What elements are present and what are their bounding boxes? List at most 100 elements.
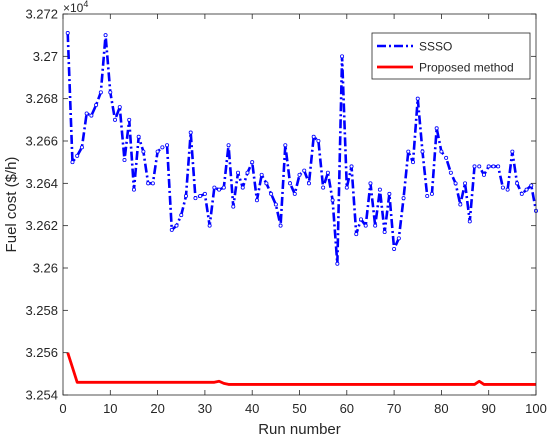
- data-point-ssso: [411, 160, 416, 165]
- data-point-ssso: [382, 230, 387, 235]
- x-tick-label: 80: [434, 401, 448, 416]
- data-point-ssso: [155, 149, 160, 154]
- y-axis-multiplier: ×104: [63, 0, 88, 15]
- data-point-ssso: [273, 202, 278, 207]
- series-line-proposed-method: [66, 352, 536, 386]
- x-tick-label: 30: [198, 401, 212, 416]
- legend-box: [371, 32, 531, 80]
- data-point-ssso: [127, 117, 132, 122]
- data-point-ssso: [354, 232, 359, 237]
- data-point-ssso: [212, 185, 217, 190]
- data-point-ssso: [245, 170, 250, 175]
- data-point-ssso: [122, 158, 127, 163]
- data-point-ssso: [165, 143, 170, 148]
- legend-label-ssso: SSSO: [419, 40, 452, 54]
- x-tick-label: 40: [245, 401, 259, 416]
- data-point-ssso: [344, 185, 349, 190]
- y-multiplier-base: ×10: [63, 1, 84, 15]
- data-point-ssso: [529, 183, 534, 188]
- data-point-ssso: [444, 155, 449, 160]
- x-tick-label: 10: [103, 401, 117, 416]
- data-point-ssso: [510, 149, 515, 154]
- data-point-ssso: [496, 164, 501, 169]
- legend: SSSO Proposed method: [371, 32, 531, 80]
- y-tick-label: 3.26: [33, 261, 58, 276]
- data-point-ssso: [311, 134, 316, 139]
- data-point-ssso: [463, 181, 468, 186]
- data-point-ssso: [387, 191, 392, 196]
- axis-ticks: 0 10 20 30 40 50 60 70 80 90 100 3.254 3.256 3.258 3.2…: [25, 7, 546, 417]
- data-point-ssso: [231, 204, 236, 209]
- data-point-ssso: [226, 143, 231, 148]
- data-point-ssso: [288, 181, 293, 186]
- data-point-ssso: [363, 223, 368, 228]
- data-point-ssso: [70, 160, 75, 165]
- data-point-ssso: [519, 191, 524, 196]
- data-point-ssso: [340, 54, 345, 59]
- y-multiplier-exponent: 4: [83, 0, 88, 9]
- y-tick-label: 3.27: [33, 49, 58, 64]
- x-tick-label: 0: [59, 401, 66, 416]
- x-tick-label: 90: [481, 401, 495, 416]
- y-tick-label: 3.266: [25, 134, 58, 149]
- data-point-ssso: [113, 117, 118, 122]
- data-point-ssso: [169, 227, 174, 232]
- data-point-ssso: [269, 191, 274, 196]
- x-tick-label: 100: [525, 401, 547, 416]
- x-tick-label: 50: [292, 401, 306, 416]
- data-point-ssso: [79, 145, 84, 150]
- data-point-ssso: [429, 191, 434, 196]
- data-point-ssso: [150, 181, 155, 186]
- x-tick-label: 20: [150, 401, 164, 416]
- y-tick-label: 3.254: [25, 388, 58, 403]
- data-point-ssso: [330, 198, 335, 203]
- data-point-ssso: [420, 149, 425, 154]
- data-point-ssso: [302, 168, 307, 173]
- data-point-ssso: [75, 153, 80, 158]
- data-point-ssso: [198, 194, 203, 199]
- data-point-ssso: [65, 31, 70, 36]
- x-tick-label: 70: [387, 401, 401, 416]
- data-point-ssso: [236, 170, 241, 175]
- x-tick-label: 60: [340, 401, 354, 416]
- data-point-ssso: [439, 149, 444, 154]
- data-point-ssso: [481, 172, 486, 177]
- data-point-ssso: [524, 187, 529, 192]
- data-point-ssso: [174, 223, 179, 228]
- data-point-ssso: [131, 187, 136, 192]
- data-point-ssso: [401, 196, 406, 201]
- data-point-ssso: [448, 170, 453, 175]
- data-point-ssso: [183, 194, 188, 199]
- data-point-ssso: [259, 172, 264, 177]
- data-point-ssso: [425, 194, 430, 199]
- data-point-ssso: [160, 145, 165, 150]
- data-point-ssso: [306, 181, 311, 186]
- data-point-ssso: [349, 164, 354, 169]
- data-point-ssso: [283, 143, 288, 148]
- data-point-ssso: [325, 170, 330, 175]
- data-point-ssso: [179, 213, 184, 218]
- data-point-ssso: [515, 181, 520, 186]
- data-point-ssso: [477, 164, 482, 169]
- y-tick-label: 3.262: [25, 218, 58, 233]
- data-point-ssso: [368, 181, 373, 186]
- y-axis-label: Fuel cost ($/h): [3, 157, 20, 253]
- data-point-ssso: [292, 191, 297, 196]
- data-point-ssso: [84, 111, 89, 116]
- data-point-ssso: [141, 149, 146, 154]
- data-point-ssso: [103, 33, 108, 38]
- data-point-ssso: [321, 185, 326, 190]
- data-point-ssso: [377, 187, 382, 192]
- y-tick-label: 3.268: [25, 91, 58, 106]
- y-tick-label: 3.256: [25, 345, 58, 360]
- data-point-ssso: [505, 187, 510, 192]
- data-point-ssso: [207, 223, 212, 228]
- data-point-ssso: [316, 138, 321, 143]
- series-line-ssso: [66, 33, 538, 266]
- legend-label-proposed-method: Proposed method: [419, 61, 514, 75]
- y-tick-label: 3.258: [25, 303, 58, 318]
- y-tick-label: 3.272: [25, 7, 58, 22]
- data-point-ssso: [396, 236, 401, 241]
- data-point-ssso: [108, 90, 113, 95]
- data-point-ssso: [335, 261, 340, 266]
